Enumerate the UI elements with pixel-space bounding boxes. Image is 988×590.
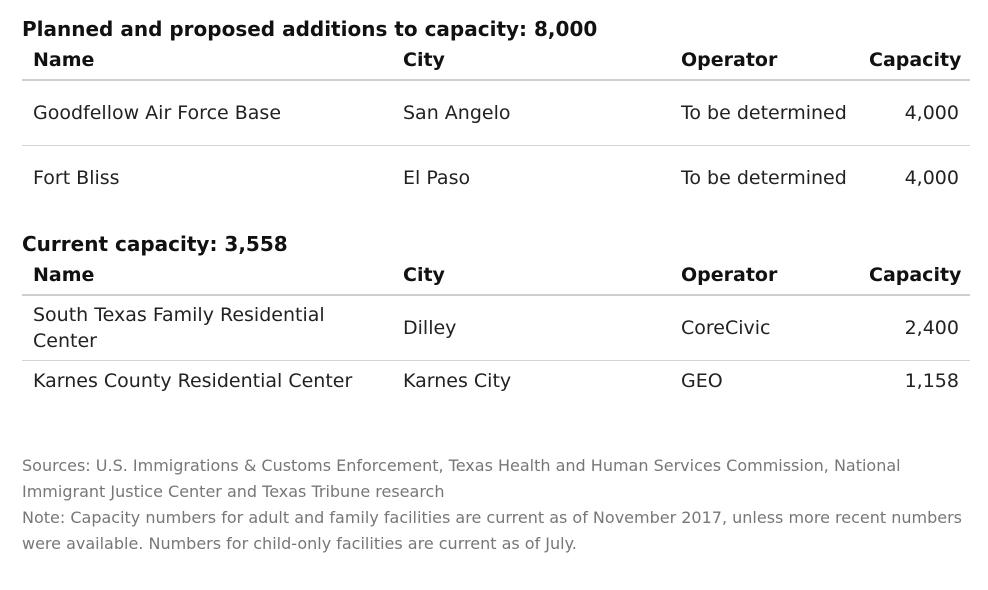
planned-section-title: Planned and proposed additions to capaci… (22, 17, 598, 41)
current-section-title: Current capacity: 3,558 (22, 232, 288, 256)
column-header-capacity: Capacity (858, 256, 970, 296)
facility-operator: GEO (681, 370, 723, 392)
column-header-name: Name (22, 41, 392, 81)
column-header-name: Name (22, 256, 392, 296)
facility-operator: CoreCivic (670, 295, 858, 361)
facility-city: San Angelo (392, 80, 670, 146)
facility-city: Dilley (392, 295, 670, 361)
facility-city: El Paso (403, 167, 471, 189)
column-header-capacity: Capacity (858, 41, 970, 81)
footnotes: Sources: U.S. Immigrations & Customs Enf… (22, 453, 962, 557)
facility-capacity: 4,000 (858, 80, 970, 146)
column-header-operator: Operator (670, 256, 858, 296)
column-header-operator: Operator (670, 41, 858, 81)
facility-capacity: 2,400 (858, 295, 970, 361)
facility-name: South Texas Family Residential Center (22, 295, 392, 361)
planned-capacity-table: Name City Operator Capacity Goodfellow A… (22, 41, 970, 210)
note-text: Note: Capacity numbers for adult and fam… (22, 508, 962, 553)
table-row: Goodfellow Air Force Base San Angelo To … (22, 80, 970, 146)
table-header-row: Name City Operator Capacity (22, 41, 970, 81)
facility-name: Goodfellow Air Force Base (22, 80, 392, 146)
table-row: South Texas Family Residential Center Di… (22, 295, 970, 361)
table-header-row: Name City Operator Capacity (22, 256, 970, 296)
facility-capacity: 4,000 (904, 167, 959, 189)
sources-text: Sources: U.S. Immigrations & Customs Enf… (22, 456, 901, 501)
facility-name: Fort Bliss (33, 167, 120, 189)
facility-operator: To be determined (670, 80, 858, 146)
facility-capacity: 1,158 (904, 370, 959, 392)
column-header-city: City (392, 256, 670, 296)
facility-city: Karnes City (403, 370, 512, 392)
facility-name: Karnes County Residential Center (33, 370, 353, 392)
current-capacity-table: Name City Operator Capacity South Texas … (22, 256, 970, 401)
table-row: Karnes County Residential Center Karnes … (22, 361, 970, 402)
facility-operator: To be determined (681, 167, 847, 189)
table-row: Fort Bliss El Paso To be determined 4,00… (22, 146, 970, 211)
content: Planned and proposed additions to capaci… (22, 0, 970, 401)
column-header-city: City (392, 41, 670, 81)
